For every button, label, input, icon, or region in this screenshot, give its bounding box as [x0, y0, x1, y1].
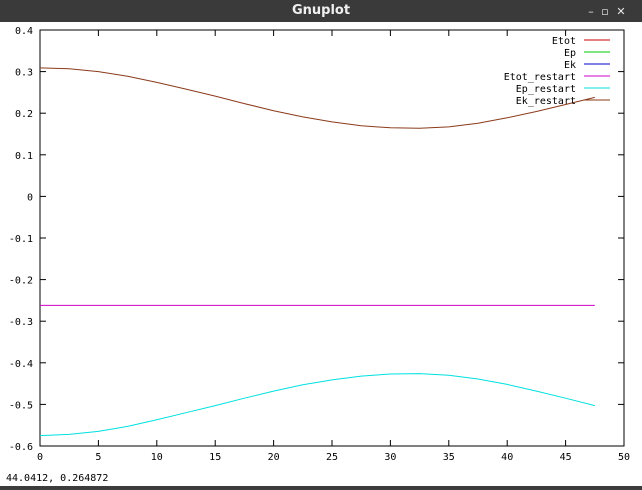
x-tick-label: 20 [268, 452, 280, 463]
legend-label: Ep_restart [516, 84, 576, 95]
maximize-icon[interactable]: ▫ [601, 4, 609, 18]
window-title: Gnuplot [291, 3, 351, 18]
x-tick-label: 30 [384, 452, 396, 463]
y-tick-label: 0 [27, 192, 33, 203]
x-tick-label: 40 [501, 452, 513, 463]
y-tick-label: -0.4 [9, 359, 33, 370]
x-tick-label: 50 [618, 452, 630, 463]
chart-svg[interactable]: 0 5 10 15 20 25 30 35 40 45 50 0.4 0.3 0.2 0.1 0 -0.1 -0.… [0, 22, 642, 486]
legend-label: Etot [552, 36, 576, 47]
series-line-ep-restart [39, 373, 595, 437]
x-tick-label: 25 [326, 452, 338, 463]
y-tick-label: 0.1 [15, 151, 33, 162]
y-tick-label: -0.2 [9, 276, 33, 287]
y-tick-label: 0.4 [15, 26, 33, 37]
x-tick-label: 35 [443, 452, 455, 463]
y-tick-label: -0.6 [9, 442, 33, 453]
x-tick-label: 0 [37, 452, 43, 463]
x-tick-label: 5 [95, 452, 101, 463]
legend-label: Ep [564, 48, 576, 59]
legend-label: Etot_restart [504, 72, 576, 83]
legend-label: Ek [564, 60, 576, 71]
x-tick-label: 15 [209, 452, 221, 463]
x-tick-label: 45 [560, 452, 572, 463]
y-tick-label: -0.1 [9, 234, 33, 245]
minimize-icon[interactable]: – [588, 4, 594, 18]
y-tick-label: 0.3 [15, 68, 33, 79]
y-tick-label: -0.5 [9, 400, 33, 411]
title-bar[interactable]: Gnuplot – ▫ ✕ [0, 0, 642, 22]
x-tick-label: 10 [151, 452, 163, 463]
y-tick-label: -0.3 [9, 317, 33, 328]
mouse-coordinates-readout: 44.0412, 0.264872 [6, 473, 109, 484]
close-icon[interactable]: ✕ [616, 4, 626, 18]
series-line-ek-restart [39, 67, 595, 129]
plot-canvas[interactable]: 0 5 10 15 20 25 30 35 40 45 50 0.4 0.3 0.2 0.1 0 -0.1 -0.… [0, 22, 642, 486]
legend-label: Ek_restart [516, 96, 576, 107]
y-tick-label: 0.2 [15, 109, 33, 120]
